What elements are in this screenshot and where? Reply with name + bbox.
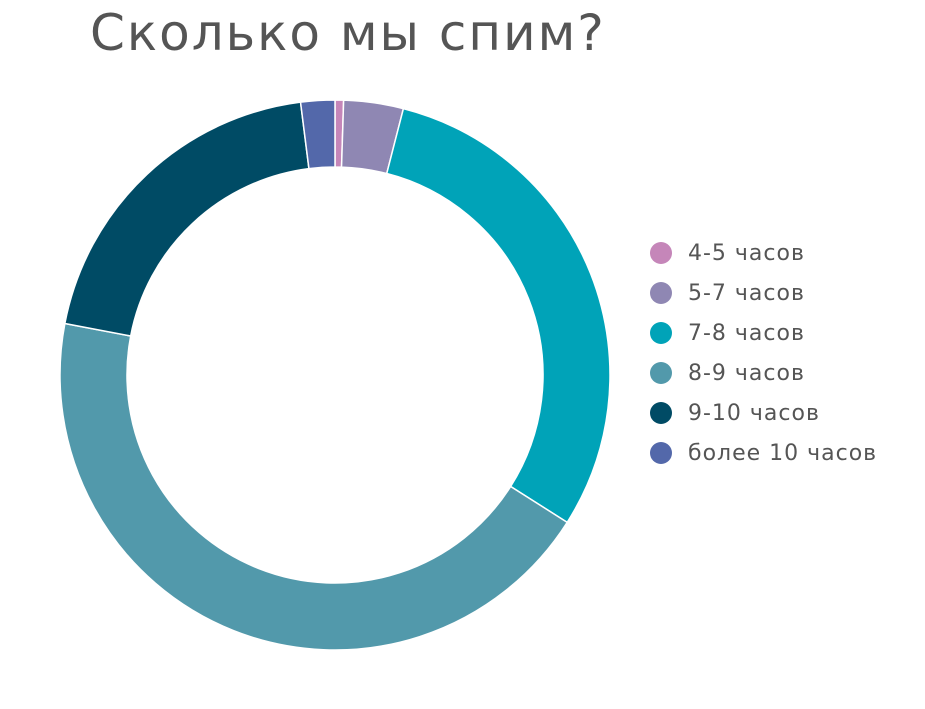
legend-item: более 10 часов — [650, 433, 920, 473]
chart-legend: 4-5 часов 5-7 часов 7-8 часов 8-9 часов 9-10… — [650, 233, 920, 473]
legend-label: 9-10 часов — [688, 400, 820, 426]
legend-label: 4-5 часов — [688, 240, 805, 266]
legend-swatch — [650, 242, 672, 264]
donut-slice — [63, 101, 310, 337]
legend-item: 9-10 часов — [650, 393, 920, 433]
legend-label: более 10 часов — [688, 440, 878, 466]
legend-label: 7-8 часов — [688, 320, 805, 346]
legend-swatch — [650, 402, 672, 424]
legend-label: 5-7 часов — [688, 280, 805, 306]
donut-slice — [385, 107, 611, 524]
legend-swatch — [650, 362, 672, 384]
legend-item: 5-7 часов — [650, 273, 920, 313]
legend-item: 7-8 часов — [650, 313, 920, 353]
chart-title: Сколько мы спим? — [90, 4, 606, 62]
donut-slice — [299, 99, 336, 170]
legend-item: 8-9 часов — [650, 353, 920, 393]
donut-slices — [59, 99, 611, 651]
legend-item: 4-5 часов — [650, 233, 920, 273]
legend-swatch — [650, 442, 672, 464]
donut-slice — [59, 322, 569, 651]
legend-swatch — [650, 322, 672, 344]
legend-label: 8-9 часов — [688, 360, 805, 386]
legend-swatch — [650, 282, 672, 304]
